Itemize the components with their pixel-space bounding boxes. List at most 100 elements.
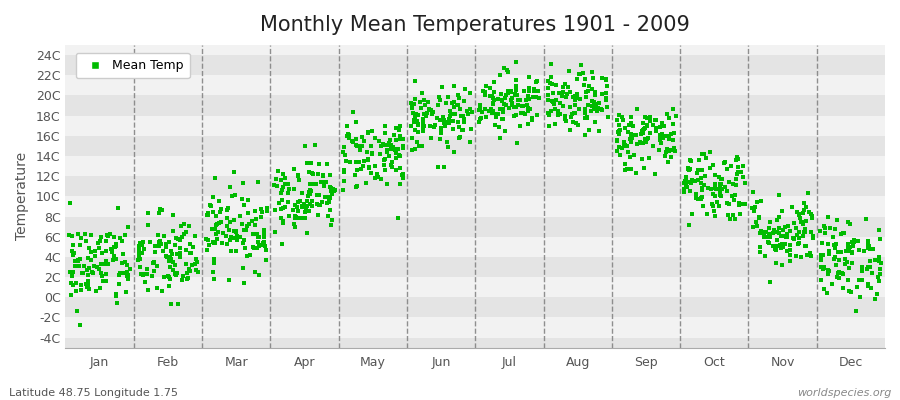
Point <box>716 186 730 192</box>
Point <box>393 181 408 187</box>
Point <box>716 176 730 182</box>
Point <box>595 75 609 82</box>
Point <box>254 242 268 249</box>
Point <box>588 89 602 96</box>
Point <box>406 110 420 116</box>
Point <box>179 261 194 268</box>
Point <box>562 89 577 95</box>
Point <box>410 112 425 119</box>
Point <box>323 222 338 228</box>
Point <box>277 180 292 187</box>
Point <box>353 143 367 149</box>
Point <box>872 254 886 260</box>
Point <box>452 124 466 131</box>
Point <box>706 190 720 197</box>
Point <box>90 263 104 270</box>
Point <box>213 206 228 212</box>
Point <box>361 157 375 164</box>
Point <box>413 105 428 112</box>
Point <box>599 90 614 96</box>
Point <box>476 88 491 94</box>
Point <box>166 259 181 266</box>
Point <box>364 170 378 176</box>
Point <box>464 126 478 132</box>
Point <box>792 234 806 241</box>
Point <box>695 150 709 157</box>
Point <box>86 270 100 276</box>
Point <box>326 186 340 192</box>
Point <box>89 288 104 294</box>
Point <box>368 135 382 141</box>
Point <box>716 160 731 166</box>
Point <box>407 117 421 124</box>
Point <box>353 147 367 154</box>
Point <box>155 288 169 294</box>
Point <box>868 256 882 263</box>
Point <box>816 223 831 230</box>
Point <box>346 139 360 145</box>
Point <box>259 205 274 212</box>
Point <box>220 222 234 229</box>
Point <box>661 133 675 140</box>
Point <box>170 270 184 276</box>
Point <box>463 139 477 145</box>
Text: Sep: Sep <box>634 356 658 369</box>
Point <box>287 186 302 192</box>
Point <box>701 185 716 191</box>
Point <box>64 280 78 286</box>
Point <box>167 271 182 278</box>
Point <box>208 225 222 232</box>
Point <box>108 291 122 297</box>
Point <box>99 277 113 284</box>
Point <box>425 110 439 117</box>
Point <box>442 120 456 126</box>
Point <box>277 204 292 210</box>
Point <box>729 175 743 182</box>
Point <box>479 82 493 89</box>
Point <box>266 182 281 188</box>
Point <box>121 275 135 282</box>
Point <box>109 293 123 300</box>
Point <box>866 245 880 252</box>
Point <box>200 212 214 218</box>
Bar <box>66 257 885 277</box>
Point <box>106 244 121 250</box>
Point <box>220 204 235 211</box>
Point <box>624 136 638 142</box>
Point <box>302 201 317 208</box>
Point <box>821 241 835 247</box>
Point <box>202 202 217 208</box>
Point <box>168 272 183 278</box>
Point <box>734 169 748 176</box>
Point <box>280 180 294 187</box>
Point <box>588 90 602 97</box>
Point <box>761 225 776 231</box>
Point <box>780 231 795 238</box>
Point <box>132 256 147 262</box>
Point <box>530 112 544 118</box>
Point <box>762 240 777 246</box>
Point <box>477 106 491 112</box>
Point <box>496 116 510 122</box>
Point <box>433 96 447 103</box>
Point <box>837 256 851 262</box>
Point <box>224 248 238 254</box>
Point <box>179 228 194 235</box>
Point <box>227 168 241 175</box>
Point <box>324 185 338 192</box>
Point <box>511 97 526 103</box>
Point <box>356 157 371 164</box>
Point <box>111 205 125 211</box>
Point <box>504 88 518 95</box>
Point <box>624 139 638 145</box>
Point <box>612 122 626 128</box>
Point <box>378 123 392 129</box>
Point <box>482 84 497 91</box>
Point <box>491 124 506 130</box>
Point <box>105 248 120 255</box>
Point <box>67 268 81 275</box>
Point <box>274 206 288 212</box>
Point <box>418 102 432 108</box>
Point <box>872 227 886 234</box>
Point <box>770 237 784 244</box>
